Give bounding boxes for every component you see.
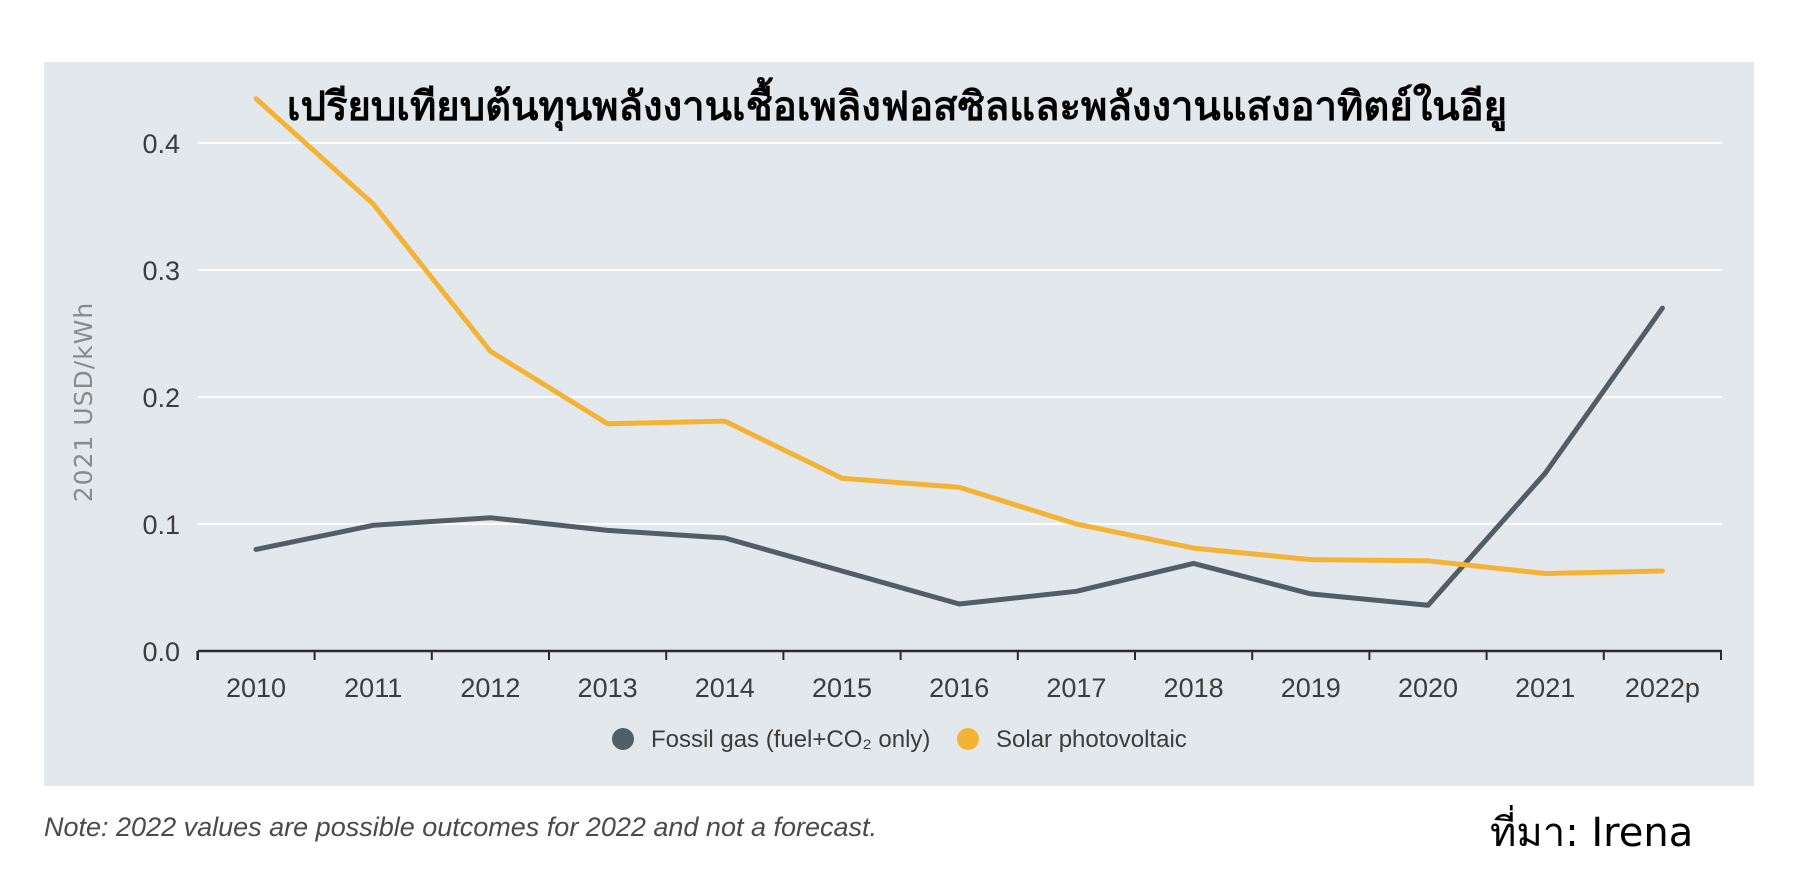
x-tick-label: 2016 bbox=[929, 673, 989, 703]
series-line-solar-pv bbox=[253, 96, 1665, 576]
x-tick-labels: 2010 2011 2012 2013 2014 2015 2016 2017 2018 2019… bbox=[226, 673, 1700, 703]
x-tick-label: 2010 bbox=[226, 673, 286, 703]
legend: Fossil gas (fuel+CO₂ only) Solar photovol… bbox=[612, 726, 1187, 753]
x-tick-label: 2020 bbox=[1398, 673, 1458, 703]
x-tick-label: 2012 bbox=[460, 673, 520, 703]
y-tick-label: 0.3 bbox=[142, 256, 180, 286]
chart-panel bbox=[44, 62, 1754, 786]
y-axis: 0.0 0.1 0.2 0.3 0.4 bbox=[142, 129, 180, 667]
x-tick-label: 2013 bbox=[578, 673, 638, 703]
y-tick-label: 0.4 bbox=[142, 129, 180, 159]
legend-label: Fossil gas (fuel+CO₂ only) bbox=[651, 726, 930, 753]
x-tick-label: 2022p bbox=[1625, 673, 1700, 703]
x-tick-label: 2015 bbox=[812, 673, 872, 703]
gridlines bbox=[198, 142, 1722, 525]
chart-title: เปรียบเทียบต้นทุนพลังงานเชื้อเพลิงฟอสซิล… bbox=[286, 84, 1508, 130]
x-tick-label: 2017 bbox=[1046, 673, 1106, 703]
legend-marker bbox=[612, 728, 634, 750]
x-tick-label: 2018 bbox=[1164, 673, 1224, 703]
x-tick-label: 2011 bbox=[344, 673, 402, 703]
y-tick-label: 0.0 bbox=[142, 637, 180, 667]
x-tick-label: 2021 bbox=[1515, 673, 1575, 703]
x-tick-label: 2014 bbox=[695, 673, 755, 703]
x-tick-label: 2019 bbox=[1281, 673, 1341, 703]
legend-label: Solar photovoltaic bbox=[996, 726, 1187, 753]
chart-note: Note: 2022 values are possible outcomes … bbox=[44, 812, 878, 842]
y-tick-label: 0.2 bbox=[142, 383, 180, 413]
legend-marker bbox=[957, 728, 979, 750]
y-axis-label: 2021 USD/kWh bbox=[69, 302, 98, 502]
source-credit: ที่มา: Irena bbox=[1490, 810, 1694, 856]
series-line-fossil-gas bbox=[253, 305, 1665, 608]
series-lines bbox=[253, 96, 1665, 608]
x-axis bbox=[196, 649, 1722, 660]
y-tick-label: 0.1 bbox=[142, 510, 180, 540]
